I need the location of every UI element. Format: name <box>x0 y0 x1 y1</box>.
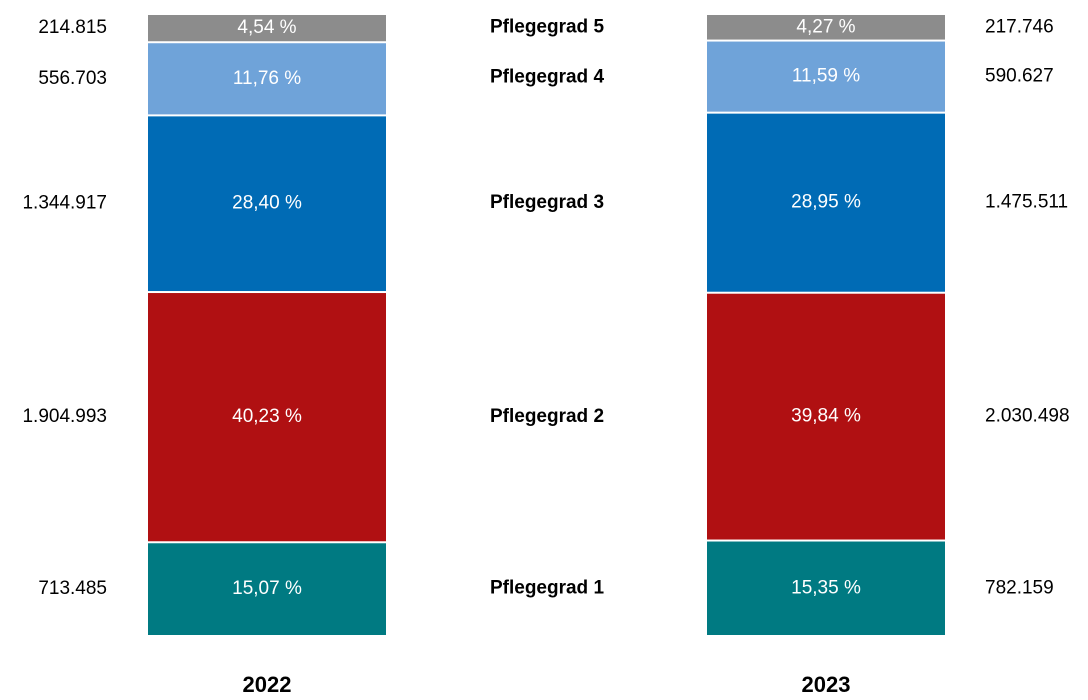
bar-segment <box>707 113 945 292</box>
bar-segment <box>707 15 945 40</box>
bar-segment <box>148 116 386 292</box>
legend-label: Pflegegrad 3 <box>490 192 604 213</box>
bar-segment <box>707 41 945 112</box>
count-label: 2.030.498 <box>985 406 1070 427</box>
bar-segment <box>707 293 945 540</box>
value-label: 4,54 % <box>237 17 296 38</box>
bar-segment <box>148 293 386 542</box>
value-label: 11,76 % <box>233 68 301 89</box>
count-label: 590.627 <box>985 66 1054 87</box>
value-label: 39,84 % <box>791 406 861 427</box>
value-label: 28,95 % <box>791 192 861 213</box>
bar-segment <box>148 43 386 115</box>
legend-label: Pflegegrad 5 <box>490 17 604 38</box>
count-label: 556.703 <box>38 68 107 89</box>
count-label: 1.475.511 <box>985 192 1068 213</box>
bar-segment <box>148 543 386 635</box>
x-tick-label: 2023 <box>802 672 851 697</box>
count-label: 1.344.917 <box>22 193 107 214</box>
legend-label: Pflegegrad 1 <box>490 578 604 599</box>
value-label: 15,35 % <box>791 577 861 598</box>
count-label: 1.904.993 <box>22 406 107 427</box>
count-label: 214.815 <box>38 17 107 38</box>
bar-segment <box>148 15 386 42</box>
value-label: 28,40 % <box>232 193 302 214</box>
bar-segment <box>707 541 945 635</box>
value-label: 4,27 % <box>796 16 855 37</box>
value-label: 40,23 % <box>232 406 302 427</box>
value-label: 15,07 % <box>232 578 302 599</box>
count-label: 713.485 <box>38 578 107 599</box>
legend-label: Pflegegrad 4 <box>490 67 604 88</box>
x-tick-label: 2022 <box>243 672 292 697</box>
value-label: 11,59 % <box>792 66 860 87</box>
count-label: 782.159 <box>985 577 1054 598</box>
legend-label: Pflegegrad 2 <box>490 406 604 427</box>
count-label: 217.746 <box>985 16 1054 37</box>
